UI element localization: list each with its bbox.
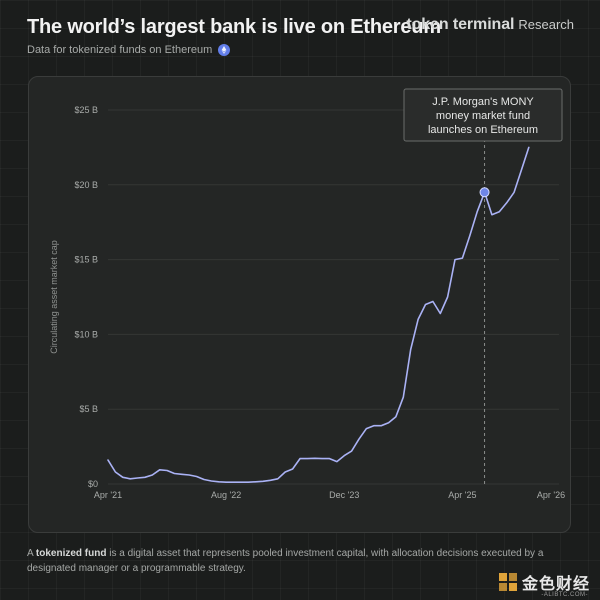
series-line (107, 146, 530, 483)
x-tick-label: Aug '22 (211, 490, 241, 500)
watermark-url: -ALIBTC.COM- (541, 592, 588, 598)
x-tick-label: Apr '21 (94, 490, 122, 500)
y-tick-label: $20 B (74, 180, 98, 190)
footer-prefix: A (27, 548, 36, 559)
y-tick-label: $0 (88, 479, 98, 489)
footer-note: A tokenized fund is a digital asset that… (27, 546, 572, 576)
brand-tag: Research (518, 17, 574, 32)
brand-logo: token terminal Research (406, 16, 574, 34)
y-tick-label: $15 B (74, 255, 98, 265)
subtitle-row: Data for tokenized funds on Ethereum (27, 44, 231, 56)
page-subtitle: Data for tokenized funds on Ethereum (27, 44, 213, 56)
y-axis-label: Circulating asset market cap (49, 240, 59, 354)
footer-text: is a digital asset that represents poole… (27, 548, 544, 574)
annotation-text: J.P. Morgan's MONY (432, 96, 534, 108)
watermark: 金色财经 (498, 570, 590, 594)
y-tick-label: $25 B (74, 105, 98, 115)
chart-card: $0 $5 B $10 B $15 B $20 B $25 B Apr '21 Aug '22… (28, 76, 571, 533)
page-title: The world’s largest bank is live on Ethe… (27, 16, 441, 38)
x-tick-label: Apr '26 (537, 490, 565, 500)
x-tick-label: Apr '25 (448, 490, 476, 500)
brand-name: token terminal (406, 16, 515, 33)
footer-term: tokenized fund (35, 548, 107, 559)
y-tick-label: $10 B (74, 329, 98, 339)
watermark-logo-icon (498, 573, 517, 591)
ethereum-icon (218, 44, 231, 56)
y-tick-label: $5 B (79, 404, 98, 414)
line-chart: $0 $5 B $10 B $15 B $20 B $25 B Apr '21 Aug '22… (49, 88, 565, 500)
x-tick-label: Dec '23 (329, 490, 359, 500)
annotation-text: launches on Ethereum (428, 124, 538, 136)
annotation-box (403, 88, 563, 142)
watermark-text: 金色财经 (521, 576, 590, 593)
annotation-marker (479, 187, 490, 198)
annotation-text: money market fund (436, 110, 530, 122)
